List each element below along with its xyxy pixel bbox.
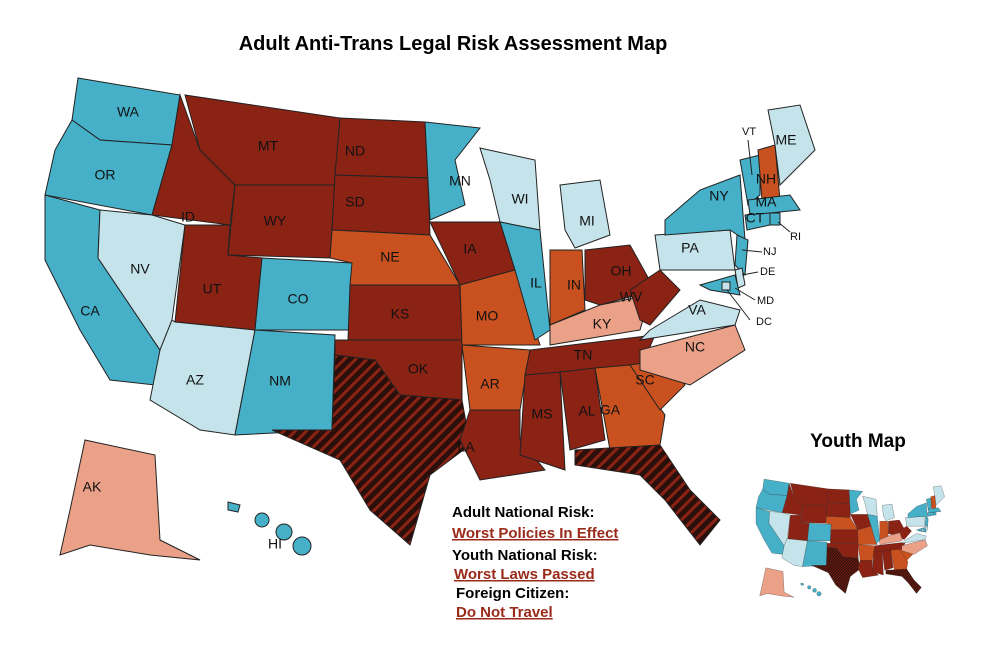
state [698, 274, 741, 296]
state-label: DC [756, 316, 772, 328]
state-label: LA [457, 439, 475, 455]
state [769, 212, 781, 226]
legend: Adult National Risk: Worst Policies In E… [452, 504, 618, 621]
youth-map-title: Youth Map [810, 431, 906, 452]
state-label: ND [345, 143, 365, 159]
state-label: OK [408, 361, 429, 377]
state-label: MN [449, 173, 471, 189]
state [767, 104, 816, 187]
state [664, 174, 746, 241]
state [59, 439, 201, 561]
state-label: DE [760, 266, 775, 278]
state [721, 281, 731, 291]
state-label: MD [757, 295, 774, 307]
state-label: ME [776, 132, 797, 148]
island [275, 523, 293, 541]
state-label: WI [511, 191, 528, 207]
state-label: AK [83, 479, 102, 495]
legend-heading: Youth National Risk: [452, 547, 598, 564]
legend-heading: Adult National Risk: [452, 504, 595, 521]
state-label: PA [681, 240, 699, 256]
state-label: NV [130, 261, 150, 277]
state-label: AR [480, 376, 499, 392]
state-label: ID [181, 209, 195, 225]
state-label: VT [742, 126, 756, 138]
state-label: SC [635, 372, 654, 388]
youth-map [755, 478, 945, 598]
state-label: AL [578, 403, 595, 419]
state-label: MO [476, 308, 499, 324]
state [479, 147, 541, 231]
state-label: KY [593, 316, 612, 332]
state-label: NY [709, 188, 729, 204]
state-label: GA [600, 402, 621, 418]
state [574, 444, 721, 546]
state [424, 121, 481, 221]
state-label: CT [746, 210, 765, 226]
state-label: NJ [763, 246, 776, 258]
state-label: WV [620, 289, 643, 305]
legend-value: Worst Laws Passed [454, 566, 595, 583]
state [499, 221, 551, 341]
island [254, 512, 270, 528]
state-label: IA [463, 241, 477, 257]
state [747, 194, 801, 216]
state-label: MS [532, 406, 553, 422]
state [559, 367, 606, 451]
island [292, 536, 312, 556]
state [227, 501, 241, 513]
title: Adult Anti-Trans Legal Risk Assessment M… [239, 33, 668, 55]
state-label: CO [288, 291, 309, 307]
state [734, 234, 749, 277]
state-label: TN [574, 347, 593, 363]
state-label: AZ [186, 372, 204, 388]
state-label: CA [80, 303, 100, 319]
state-label: MT [258, 138, 279, 154]
state [638, 299, 741, 341]
state-label: HI [268, 536, 282, 552]
state-label: RI [790, 231, 801, 243]
state-label: NH [756, 171, 776, 187]
legend-value: Do Not Travel [456, 604, 553, 621]
state-label: KS [391, 306, 410, 322]
state-label: VA [688, 302, 706, 318]
state [459, 409, 546, 481]
legend-heading: Foreign Citizen: [456, 585, 569, 602]
state-label: WA [117, 104, 140, 120]
state-label: OH [611, 263, 632, 279]
state [594, 364, 666, 451]
state-label: UT [203, 281, 222, 297]
legend-value: Worst Policies In Effect [452, 525, 618, 542]
state-labels: WA OR CA NV ID MT WY UT CO AZ NM ND SD NE KS OK MN IA MO AR… [80, 104, 801, 552]
states [44, 77, 816, 561]
state-label: MI [579, 213, 595, 229]
state-label: IL [530, 275, 542, 291]
state [739, 154, 761, 206]
state [629, 269, 681, 326]
state [559, 179, 611, 249]
state-label: NE [380, 249, 399, 265]
state-label: NM [269, 373, 291, 389]
state [639, 324, 746, 386]
state-label: MA [756, 194, 778, 210]
state-label: SD [345, 194, 364, 210]
state-label: WY [264, 213, 287, 229]
state-label: NC [685, 339, 705, 355]
leader-lines [726, 139, 791, 321]
state [519, 371, 566, 471]
state-label: IN [567, 277, 581, 293]
state [549, 249, 586, 326]
state [271, 354, 471, 546]
state-label: OR [95, 167, 116, 183]
